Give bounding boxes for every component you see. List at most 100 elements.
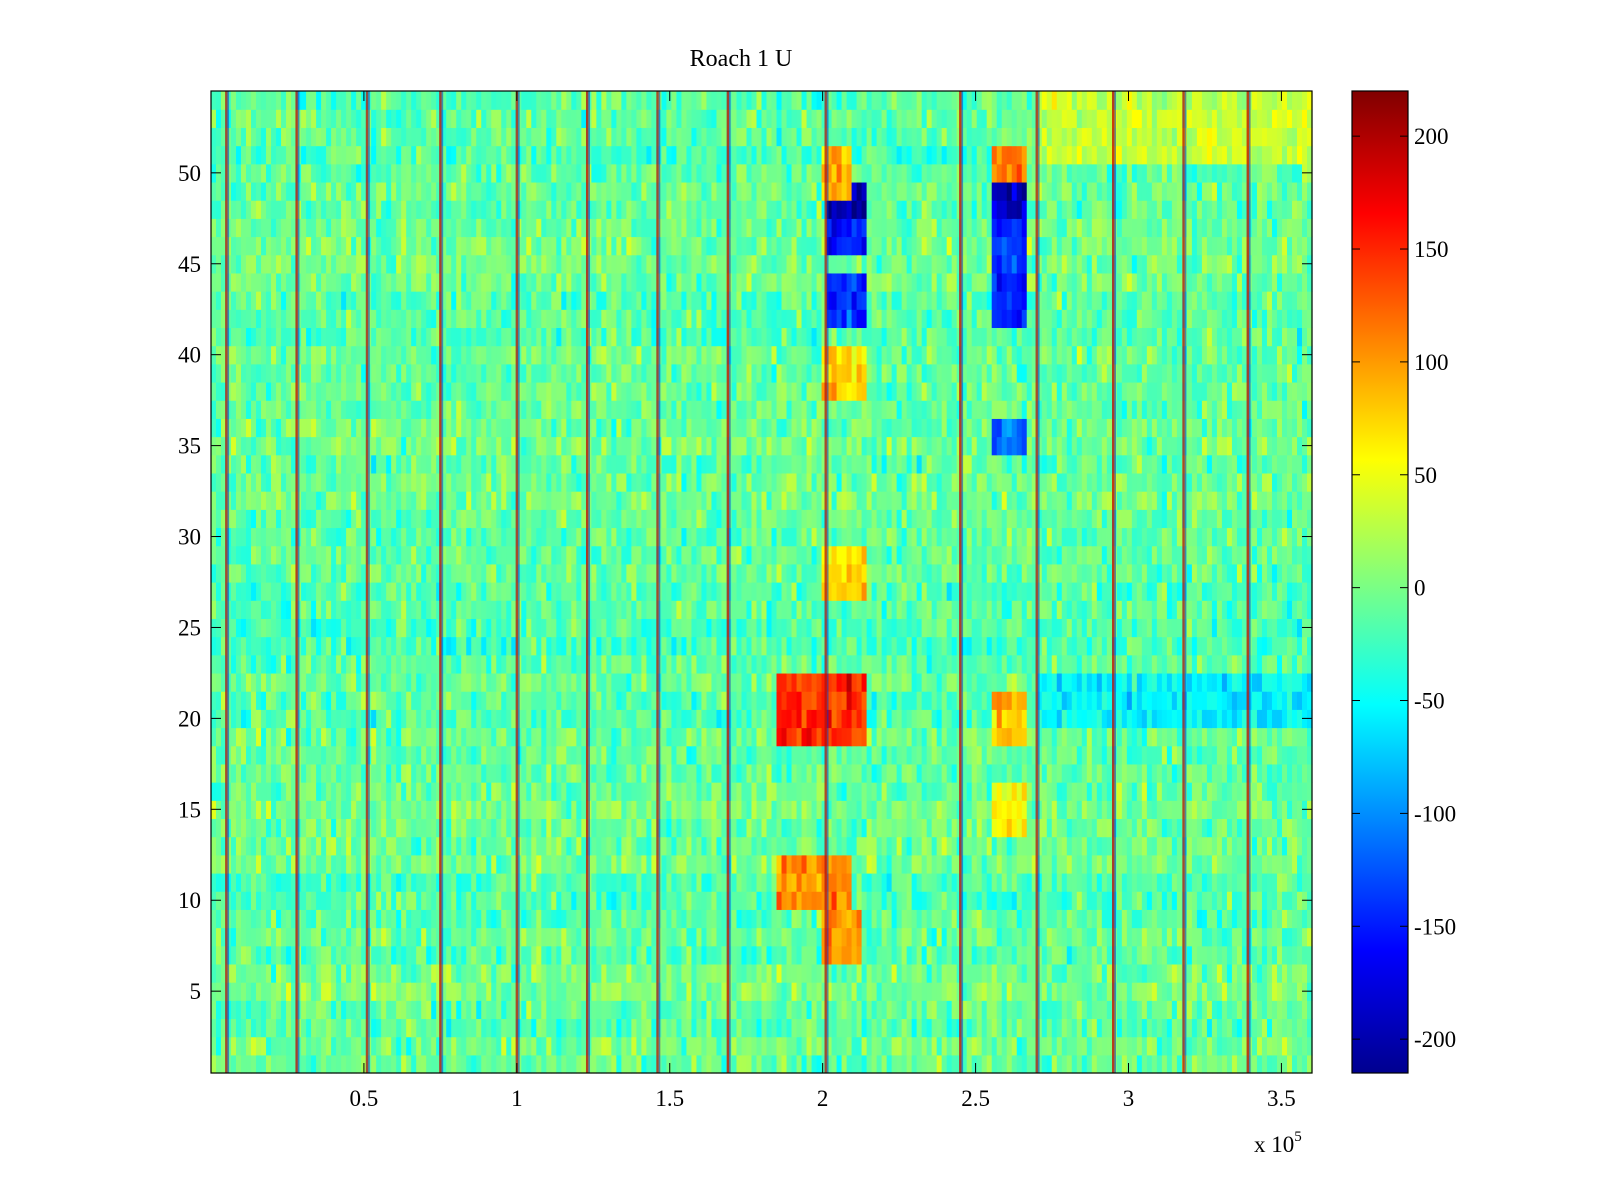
heatmap-cell xyxy=(841,1054,848,1074)
heatmap-cell xyxy=(1171,963,1178,983)
heatmap-cell xyxy=(631,982,637,1001)
heatmap-cell xyxy=(1191,872,1198,892)
heatmap-cell xyxy=(231,745,237,765)
heatmap-cell xyxy=(276,1036,282,1056)
heatmap-cell xyxy=(576,709,582,729)
heatmap-cell xyxy=(661,709,668,729)
heatmap-cell xyxy=(701,745,708,765)
heatmap-cell xyxy=(851,945,858,965)
heatmap-cell xyxy=(1066,963,1073,983)
heatmap-cell xyxy=(861,782,868,801)
heatmap-cell xyxy=(786,691,793,710)
heatmap-cell xyxy=(321,1036,327,1056)
heatmap-cell xyxy=(556,1000,562,1020)
heatmap-cell xyxy=(761,872,768,892)
heatmap-cell xyxy=(1176,909,1183,929)
heatmap-cell xyxy=(786,1000,793,1020)
heatmap-cell xyxy=(1266,1018,1273,1038)
heatmap-cell xyxy=(1101,709,1108,729)
heatmap-cell xyxy=(1301,1054,1308,1074)
heatmap-cell xyxy=(676,709,683,729)
heatmap-cell xyxy=(1256,763,1263,783)
heatmap-cell xyxy=(386,818,392,838)
heatmap-cell xyxy=(341,945,347,965)
heatmap-cell xyxy=(856,818,863,838)
heatmap-cell xyxy=(1066,854,1073,874)
heatmap-cell xyxy=(256,1000,262,1020)
heatmap-cell xyxy=(741,891,748,910)
heatmap-cell xyxy=(906,691,913,710)
heatmap-cell xyxy=(961,818,968,838)
heatmap-cell xyxy=(791,709,798,729)
heatmap-cell xyxy=(1021,836,1028,856)
heatmap-cell xyxy=(486,691,492,710)
heatmap-cell xyxy=(981,982,988,1001)
heatmap-cell xyxy=(591,800,597,820)
heatmap-cell xyxy=(841,854,848,874)
heatmap-cell xyxy=(286,1018,292,1038)
heatmap-cell xyxy=(1071,709,1078,729)
heatmap-cell xyxy=(671,818,678,838)
heatmap-cell xyxy=(981,709,988,729)
heatmap-cell xyxy=(436,654,442,674)
heatmap-cell xyxy=(1016,1000,1023,1020)
heatmap-cell xyxy=(1186,836,1193,856)
heatmap-cell xyxy=(1226,982,1233,1001)
heatmap-cell xyxy=(1266,854,1273,874)
heatmap-cell xyxy=(1031,800,1038,820)
heatmap-cell xyxy=(261,672,267,692)
heatmap-cell xyxy=(526,945,532,965)
heatmap-cell xyxy=(361,1000,367,1020)
heatmap-cell xyxy=(416,782,422,801)
heatmap-cell xyxy=(1166,854,1173,874)
heatmap-cell xyxy=(1241,854,1248,874)
heatmap-cell xyxy=(1066,800,1073,820)
heatmap-cell xyxy=(591,709,597,729)
heatmap-cell xyxy=(1001,745,1008,765)
heatmap-cell xyxy=(846,818,853,838)
heatmap-cell xyxy=(316,672,322,692)
heatmap-cell xyxy=(696,763,703,783)
heatmap-cell xyxy=(421,709,427,729)
heatmap-cell xyxy=(1281,727,1288,747)
heatmap-cell xyxy=(601,854,607,874)
heatmap-cell xyxy=(981,672,988,692)
heatmap-cell xyxy=(481,927,487,947)
heatmap-cell xyxy=(666,872,673,892)
heatmap-cell xyxy=(886,927,893,947)
heatmap-cell xyxy=(731,672,738,692)
heatmap-cell xyxy=(636,1036,642,1056)
heatmap-cell xyxy=(361,1036,367,1056)
heatmap-cell xyxy=(471,800,477,820)
heatmap-cell xyxy=(1006,1036,1013,1056)
heatmap-cell xyxy=(291,818,297,838)
heatmap-cell xyxy=(751,836,758,856)
heatmap-cell xyxy=(221,654,227,674)
heatmap-cell xyxy=(711,1018,718,1038)
heatmap-cell xyxy=(841,1018,848,1038)
heatmap-cell xyxy=(541,709,547,729)
heatmap-cell xyxy=(706,963,713,983)
heatmap-cell xyxy=(1256,836,1263,856)
heatmap-cell xyxy=(751,1018,758,1038)
heatmap-cell xyxy=(1286,836,1293,856)
heatmap-cell xyxy=(336,854,342,874)
heatmap-cell xyxy=(1301,909,1308,929)
heatmap-cell xyxy=(531,800,537,820)
heatmap-cell xyxy=(1046,963,1053,983)
heatmap-cell xyxy=(501,909,507,929)
heatmap-cell xyxy=(951,763,958,783)
heatmap-cell xyxy=(1266,672,1273,692)
heatmap-cell xyxy=(821,836,828,856)
heatmap-cell xyxy=(1061,818,1068,838)
heatmap-cell xyxy=(451,709,457,729)
heatmap-cell xyxy=(471,836,477,856)
heatmap-cell xyxy=(241,745,247,765)
heatmap-cell xyxy=(1141,1036,1148,1056)
heatmap-cell xyxy=(1286,800,1293,820)
heatmap-cell xyxy=(666,800,673,820)
heatmap-cell xyxy=(1206,818,1213,838)
heatmap-cell xyxy=(1096,672,1103,692)
heatmap-cell xyxy=(846,872,853,892)
heatmap-cell xyxy=(626,982,632,1001)
